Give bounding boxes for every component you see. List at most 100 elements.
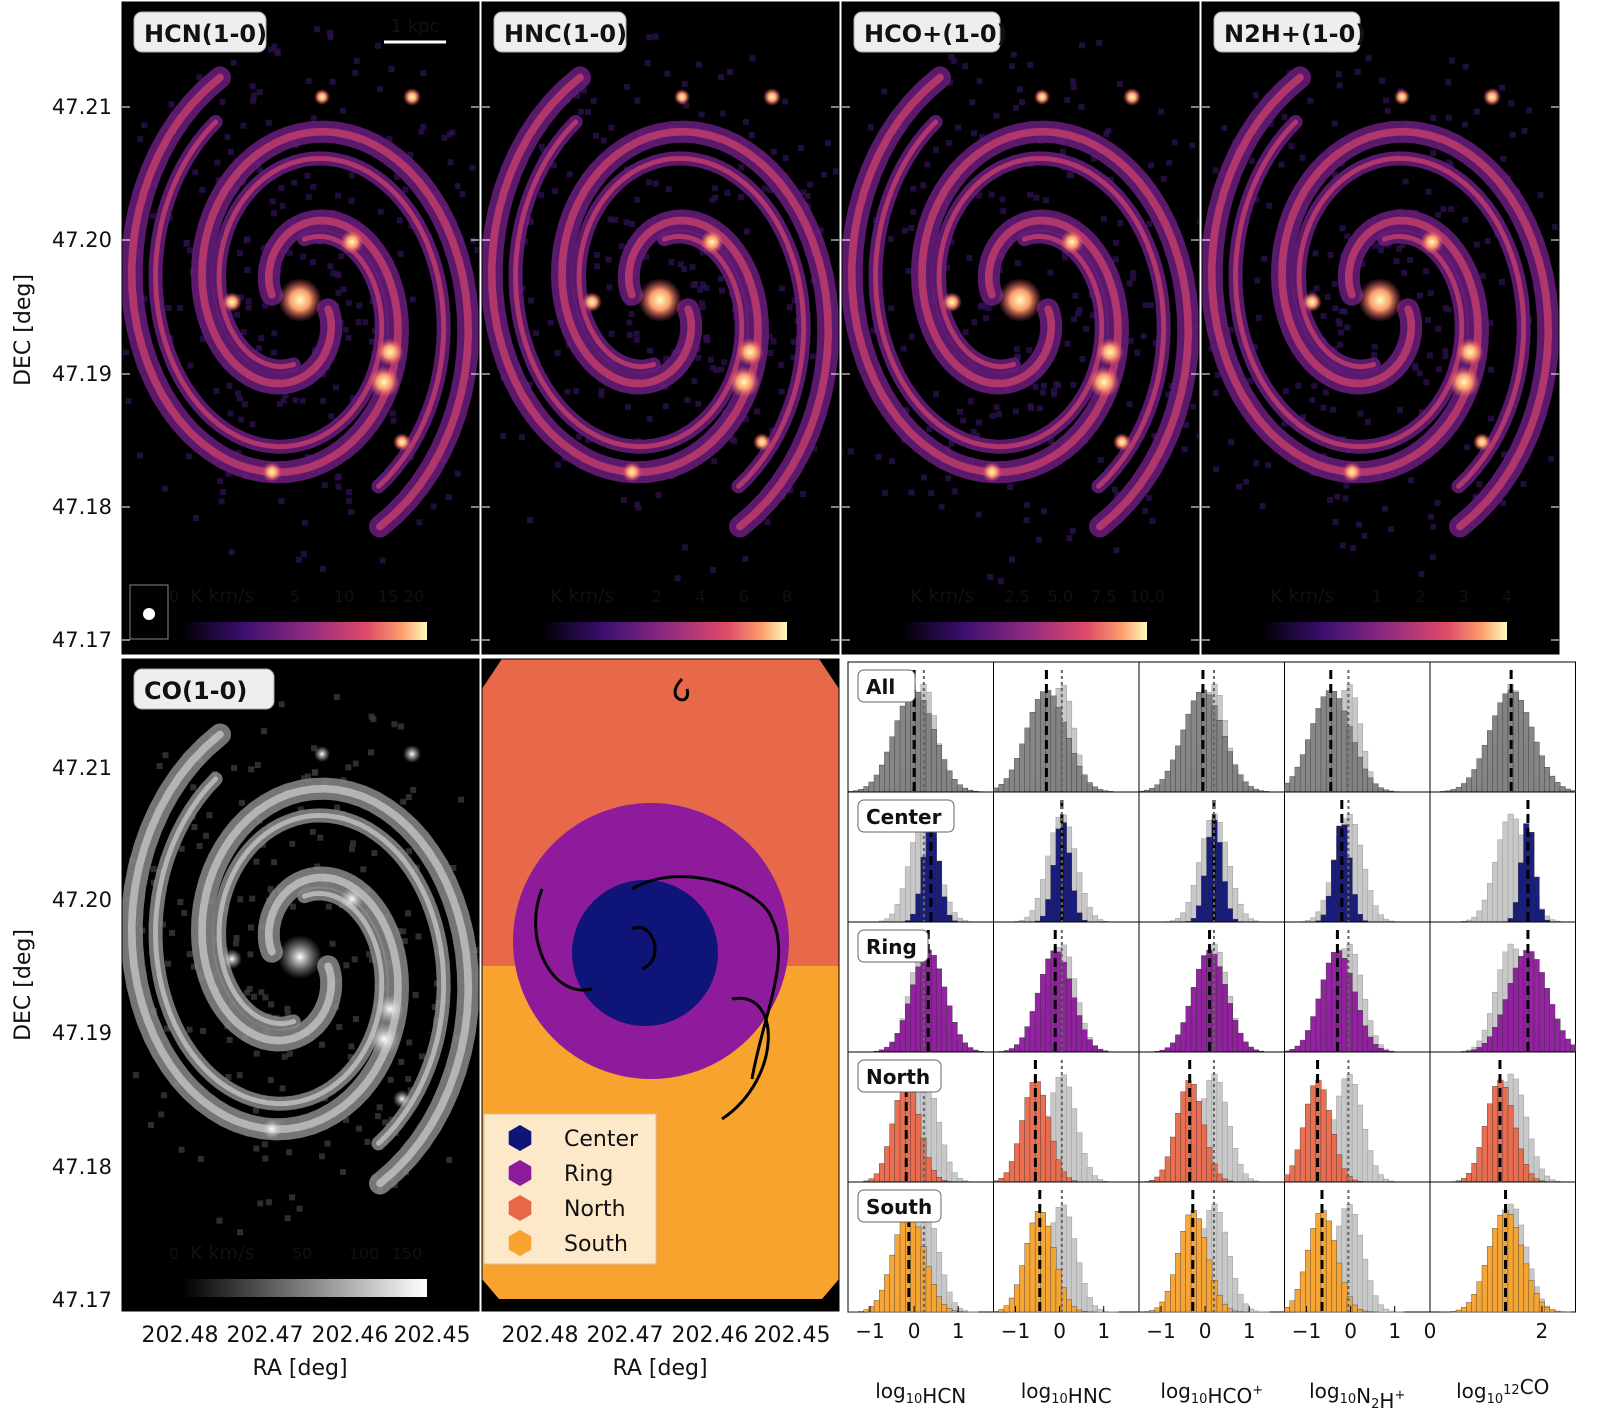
- hist-bar: [1461, 1307, 1467, 1313]
- emission-knot: [1088, 366, 1120, 398]
- hist-bar: [1008, 1161, 1015, 1183]
- map-pixel: [244, 267, 251, 273]
- hist-bar: [1325, 962, 1332, 1053]
- map-pixel: [281, 1053, 288, 1060]
- hist-bar: [936, 1296, 943, 1313]
- emission-knot: [262, 462, 282, 482]
- hist-bar-all: [1382, 1308, 1389, 1313]
- map-pixel: [683, 102, 690, 109]
- map-pixel: [226, 1037, 233, 1043]
- map-pixel: [908, 489, 915, 496]
- map-pixel: [412, 992, 419, 998]
- map-pixel: [522, 238, 529, 245]
- map-pixel: [593, 251, 600, 258]
- map-pixel: [971, 319, 978, 326]
- hist-bar-all: [1185, 901, 1192, 923]
- map-pixel: [1435, 325, 1442, 332]
- map-pixel: [971, 130, 977, 137]
- map-pixel: [459, 191, 466, 197]
- map-pixel: [1070, 84, 1077, 91]
- map-pixel: [1040, 382, 1047, 389]
- hist-bar: [998, 1178, 1005, 1183]
- map-pixel: [1327, 252, 1334, 258]
- hist-bar-all: [1377, 1304, 1384, 1313]
- map-pixel: [1408, 477, 1415, 484]
- hist-north-1: [993, 1051, 1140, 1183]
- map-pixel: [983, 315, 989, 322]
- hist-bar-all: [1367, 890, 1374, 923]
- spiral-arm-core: [216, 812, 447, 1146]
- map-pixel: [431, 1004, 438, 1010]
- hist-bar: [1305, 1249, 1311, 1313]
- map-pixel: [327, 34, 334, 40]
- map-pixel: [1265, 462, 1272, 469]
- map-pixel: [664, 70, 671, 77]
- emission-knot: [376, 995, 404, 1023]
- hist-bar: [1450, 1310, 1457, 1313]
- hist-bar: [1518, 1148, 1525, 1183]
- hist-bar: [1325, 895, 1332, 923]
- map-pixel: [528, 297, 534, 304]
- emission-knot: [393, 433, 411, 451]
- map-pixel: [726, 69, 733, 75]
- map-pixel: [310, 115, 317, 122]
- map-pixel: [711, 458, 718, 465]
- hist-bar-all: [1221, 1231, 1228, 1313]
- hist-bar: [1040, 974, 1046, 1053]
- map-pixel: [833, 168, 839, 175]
- map-pixel: [1112, 239, 1119, 246]
- map-pixel: [450, 865, 457, 871]
- hist-bar-all: [1066, 1086, 1073, 1183]
- map-pixel: [289, 903, 296, 910]
- hist-bar: [1034, 699, 1041, 793]
- map-pixel: [314, 863, 321, 870]
- emission-knot: [1342, 462, 1362, 482]
- map-pixel: [1335, 318, 1342, 325]
- map-pixel: [334, 804, 341, 811]
- hist-bar: [1554, 1018, 1561, 1053]
- map-pixel: [1048, 438, 1054, 444]
- hist-bar: [1310, 1016, 1317, 1053]
- hist-bar: [1164, 1047, 1171, 1053]
- map-pixel: [719, 287, 726, 294]
- map-pixel: [691, 378, 698, 385]
- map-pixel: [1116, 80, 1123, 87]
- beam-box: [129, 584, 169, 640]
- map-pixel: [674, 575, 681, 582]
- map-pixel: [608, 124, 615, 131]
- map-pixel: [454, 183, 461, 189]
- map-pixel: [224, 134, 231, 141]
- map-pixel: [1142, 507, 1149, 514]
- map-pixel: [185, 453, 192, 460]
- map-pixel: [1117, 220, 1124, 227]
- map-pixel: [274, 48, 281, 55]
- map-pixel: [246, 986, 253, 992]
- map-pixel: [698, 300, 705, 307]
- map-pixel: [1036, 536, 1042, 543]
- map-pixel: [1425, 188, 1432, 195]
- hist-bar: [1481, 1265, 1488, 1313]
- hist-bar: [884, 1146, 891, 1183]
- hist-bar: [998, 784, 1005, 793]
- map-pixel: [282, 392, 289, 398]
- hist-bar: [1091, 1045, 1098, 1053]
- map-pixel: [1330, 406, 1336, 413]
- hist-bar-all: [1372, 1295, 1379, 1313]
- map-pixel: [950, 58, 957, 65]
- map-pixel: [699, 304, 706, 311]
- map-pixel: [1078, 103, 1085, 110]
- map-pixel: [352, 69, 359, 76]
- spiral-arm-core: [153, 776, 385, 1107]
- beam-icon: [143, 608, 155, 620]
- map-pixel: [1371, 343, 1378, 350]
- map-pixel: [1509, 131, 1516, 138]
- hist-bar-all: [1533, 1156, 1540, 1183]
- hist-bar: [1320, 914, 1327, 923]
- map-pixel: [1520, 480, 1527, 487]
- map-pixel: [1126, 280, 1133, 287]
- map-image: [122, 2, 479, 654]
- map-pixel: [1476, 481, 1483, 488]
- hist-bar-all: [1502, 821, 1509, 923]
- map-pixel: [213, 388, 220, 394]
- map-pixel: [767, 186, 774, 193]
